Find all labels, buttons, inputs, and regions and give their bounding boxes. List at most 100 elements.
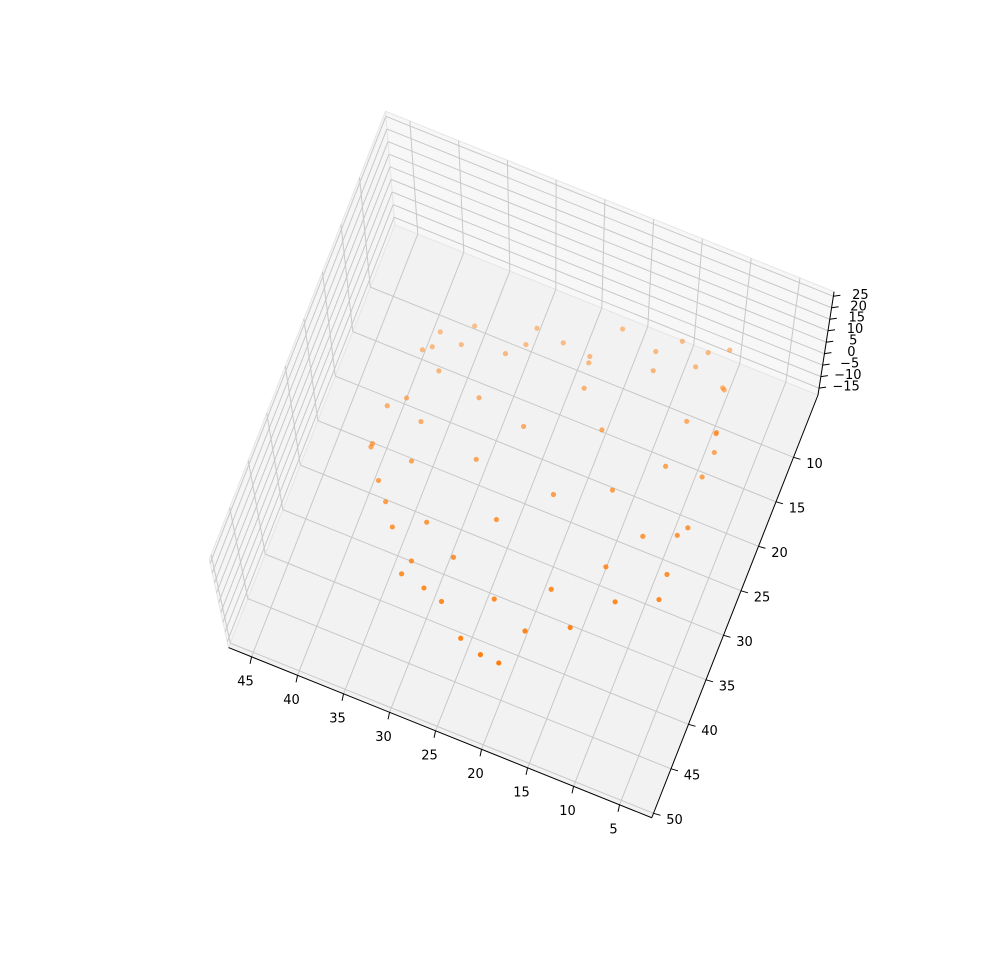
point	[383, 499, 389, 505]
grid-line	[247, 598, 672, 770]
y-tick-label: 35	[719, 679, 736, 694]
grid-line	[230, 642, 654, 814]
point	[720, 385, 726, 391]
grid-line	[739, 258, 752, 364]
grid-line	[389, 289, 557, 713]
grid-line	[359, 177, 371, 288]
grid-line	[409, 121, 419, 235]
point	[403, 395, 410, 401]
grid-line	[297, 252, 465, 676]
point	[424, 519, 430, 525]
point	[493, 516, 500, 523]
z-tick	[820, 375, 828, 378]
z-tick-label: −10	[834, 368, 861, 383]
point	[384, 403, 390, 409]
x-tick-label: 45	[237, 674, 254, 689]
y-tick	[758, 545, 766, 549]
grid-line	[693, 238, 703, 346]
x-tick	[525, 767, 529, 775]
x-tick-label: 10	[559, 804, 576, 819]
y-tick	[653, 812, 661, 816]
y-tick-label: 10	[806, 457, 823, 472]
x-tick	[433, 730, 437, 738]
point	[419, 347, 426, 353]
point	[693, 364, 699, 370]
axis-line	[817, 291, 835, 396]
grid-line	[343, 270, 511, 694]
grid-line	[391, 191, 823, 366]
grid-line	[785, 277, 801, 383]
grid-line	[211, 128, 388, 574]
point	[429, 344, 435, 350]
point	[438, 598, 445, 605]
z-tick	[829, 317, 837, 320]
x-tick	[479, 749, 483, 757]
grid-line	[385, 115, 834, 297]
point	[450, 554, 457, 560]
point	[656, 596, 662, 603]
grid-line	[218, 166, 391, 603]
point	[534, 325, 540, 331]
z-tick	[831, 306, 839, 309]
y-tick	[688, 723, 696, 727]
z-tick	[827, 329, 836, 332]
point	[472, 323, 478, 329]
grid-line	[390, 178, 825, 355]
point	[477, 652, 484, 658]
x-tick-label: 20	[467, 767, 484, 782]
grid-line	[222, 191, 393, 623]
grid-line	[458, 140, 465, 253]
point	[389, 524, 395, 530]
point	[522, 628, 528, 634]
point	[619, 326, 626, 332]
point	[560, 340, 566, 346]
point	[664, 571, 670, 578]
point	[711, 449, 717, 456]
grid-line	[435, 307, 603, 731]
point	[436, 368, 442, 374]
point	[496, 660, 502, 666]
grid-line	[506, 160, 511, 272]
point	[502, 351, 509, 357]
grid-line	[220, 179, 392, 613]
point	[408, 458, 415, 464]
z-tick	[833, 294, 841, 297]
point	[684, 418, 690, 424]
z-tick-label: 10	[847, 322, 864, 337]
x-tick	[617, 804, 621, 812]
point	[418, 418, 424, 425]
point	[368, 444, 374, 450]
axis-line	[651, 394, 819, 818]
point	[603, 564, 609, 570]
point	[586, 360, 592, 366]
x-tick-label: 40	[283, 693, 300, 708]
z-tick	[824, 352, 832, 355]
z-tick	[819, 386, 827, 389]
y-tick-label: 20	[771, 546, 788, 561]
z-tick-label: 15	[849, 311, 866, 326]
axis-line	[228, 647, 652, 819]
point	[567, 624, 573, 631]
point	[523, 341, 529, 348]
grid-line	[340, 224, 354, 332]
point	[548, 586, 554, 592]
grid-line	[213, 141, 389, 584]
point	[653, 348, 659, 355]
point	[473, 456, 479, 462]
grid-line	[284, 365, 301, 466]
grid-line	[266, 413, 284, 510]
y-tick-label: 25	[754, 590, 771, 605]
point	[640, 533, 646, 539]
grid-line	[601, 199, 606, 309]
point	[581, 385, 587, 391]
point	[520, 423, 527, 430]
y-tick-label: 15	[789, 501, 806, 516]
grid-line	[265, 553, 689, 725]
y-tick	[793, 456, 801, 460]
x-tick	[387, 712, 391, 720]
grid-line	[321, 271, 336, 377]
point	[612, 599, 618, 605]
grid-line	[251, 233, 419, 657]
point	[685, 525, 691, 531]
